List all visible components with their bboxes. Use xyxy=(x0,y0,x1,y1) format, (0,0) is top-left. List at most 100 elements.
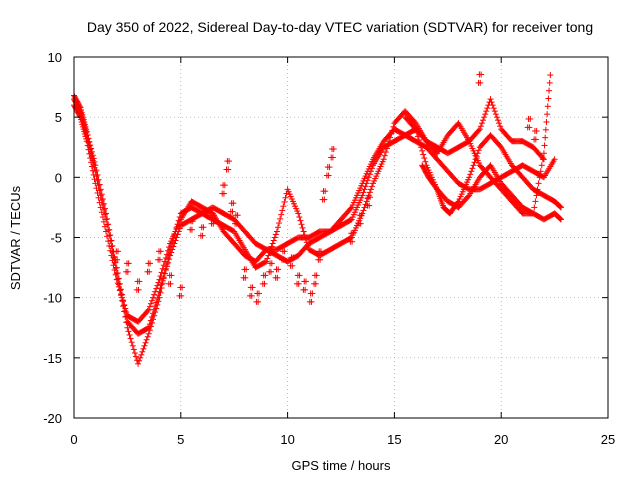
data-point xyxy=(101,205,108,212)
y-tick-label: 10 xyxy=(48,50,62,65)
data-point xyxy=(96,181,103,188)
data-point xyxy=(160,262,167,269)
data-point xyxy=(489,102,496,109)
data-point xyxy=(420,151,427,158)
data-point xyxy=(99,195,106,202)
data-point xyxy=(365,174,372,181)
data-point xyxy=(144,307,151,314)
data-point xyxy=(88,148,95,155)
data-point xyxy=(480,117,487,124)
data-point xyxy=(96,199,103,206)
data-point xyxy=(123,313,130,320)
data-point xyxy=(76,112,83,119)
data-point xyxy=(76,103,83,110)
data-point xyxy=(475,127,482,134)
data-point xyxy=(493,114,500,121)
grid-lines xyxy=(74,57,608,418)
data-point xyxy=(95,194,102,201)
data-point xyxy=(101,223,108,230)
data-point xyxy=(478,120,485,127)
data-point xyxy=(110,262,117,269)
data-point xyxy=(117,286,124,293)
data-point xyxy=(361,186,368,193)
data-point xyxy=(137,354,144,361)
data-point xyxy=(481,114,488,121)
data-point xyxy=(116,280,123,287)
data-point xyxy=(381,152,388,159)
data-point xyxy=(362,183,369,190)
data-point xyxy=(490,105,497,112)
data-point xyxy=(107,232,114,239)
data-point xyxy=(140,345,147,352)
data-point xyxy=(135,360,142,367)
data-point xyxy=(277,215,284,222)
data-point xyxy=(366,171,373,178)
data-point xyxy=(89,152,96,159)
data-point xyxy=(166,244,173,251)
data-point xyxy=(492,111,499,118)
data-point xyxy=(113,270,120,277)
data-point xyxy=(421,155,428,162)
y-tick-label: 0 xyxy=(55,170,62,185)
data-point xyxy=(276,220,283,227)
y-tick-label: -15 xyxy=(43,351,62,366)
data-point xyxy=(154,282,161,289)
data-point xyxy=(122,307,129,314)
data-point xyxy=(271,234,278,241)
x-tick-label: 5 xyxy=(177,432,184,447)
data-point xyxy=(94,189,101,196)
data-point xyxy=(95,176,102,183)
data-point xyxy=(162,254,169,261)
data-point xyxy=(84,131,91,138)
data-point xyxy=(482,111,489,118)
data-point xyxy=(488,99,495,106)
data-point xyxy=(299,224,306,231)
data-point xyxy=(364,177,371,184)
data-point xyxy=(477,123,484,130)
data-point xyxy=(264,255,271,262)
data-point xyxy=(141,342,148,349)
data-point xyxy=(91,176,98,183)
data-point xyxy=(144,333,151,340)
y-tick-label: -10 xyxy=(43,291,62,306)
data-point xyxy=(88,145,95,152)
data-point xyxy=(164,247,171,254)
data-point xyxy=(94,171,101,178)
data-point xyxy=(100,200,107,207)
data-point xyxy=(129,342,136,349)
data-point xyxy=(145,330,152,337)
data-point xyxy=(98,191,105,198)
data-point xyxy=(108,237,115,244)
data-point xyxy=(297,217,304,224)
data-point xyxy=(93,173,100,180)
x-tick-label: 0 xyxy=(70,432,77,447)
chart-title: Day 350 of 2022, Sidereal Day-to-day VTE… xyxy=(87,19,593,35)
data-point xyxy=(139,348,146,355)
data-point xyxy=(109,257,116,264)
data-point xyxy=(263,258,270,265)
data-point xyxy=(487,96,494,103)
data-point xyxy=(269,240,276,247)
data-point xyxy=(86,138,93,145)
data-point xyxy=(363,198,370,205)
data-point xyxy=(92,180,99,187)
x-axis-label: GPS time / hours xyxy=(292,458,391,473)
data-point xyxy=(368,183,375,190)
data-point xyxy=(359,192,366,199)
data-point xyxy=(557,215,564,222)
data-point xyxy=(161,258,168,265)
data-point xyxy=(136,357,143,364)
data-point xyxy=(298,221,305,228)
data-point xyxy=(262,259,269,266)
data-point xyxy=(360,189,367,196)
data-point xyxy=(360,207,367,214)
data-point xyxy=(93,185,100,192)
data-point xyxy=(281,199,288,206)
data-point xyxy=(93,167,100,174)
data-point xyxy=(130,346,137,353)
data-point xyxy=(105,221,112,228)
x-tick-label: 10 xyxy=(280,432,294,447)
data-point xyxy=(85,146,92,153)
data-point xyxy=(128,339,135,346)
